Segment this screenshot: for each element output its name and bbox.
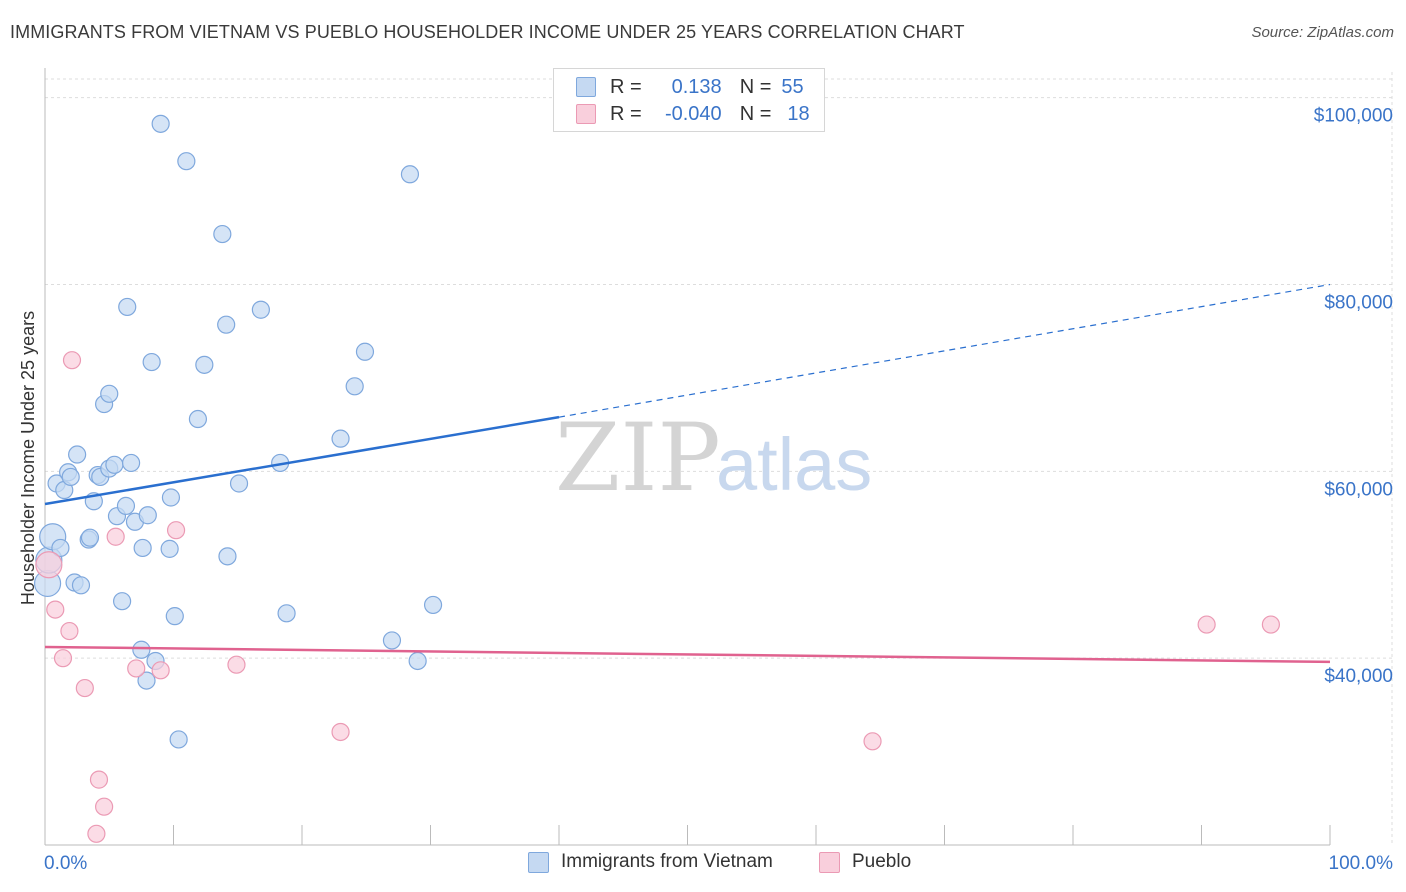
vietnam-point	[382, 631, 402, 650]
vietnam-point	[355, 342, 375, 361]
vietnam-trend-line	[44, 415, 560, 506]
vietnam-point	[160, 539, 179, 558]
axes-layer: $40,000 $60,000 $80,000 $100,000 0.0% 100.0%	[44, 68, 1393, 874]
points-layer	[33, 114, 1280, 843]
pueblo-point	[863, 732, 882, 751]
pueblo-point	[331, 722, 350, 742]
series-swatch-pueblo	[819, 851, 840, 873]
legend-r-label-vietnam: R =	[610, 75, 642, 98]
pueblo-point	[151, 661, 170, 680]
x-tick-label: 0.0%	[44, 853, 87, 874]
vietnam-point	[138, 506, 157, 525]
legend-swatch-vietnam	[576, 77, 596, 97]
series-label-vietnam: Immigrants from Vietnam	[561, 851, 773, 872]
pueblo-point	[60, 621, 79, 641]
vietnam-point	[408, 651, 427, 671]
vietnam-point	[105, 455, 124, 474]
vietnam-point	[169, 730, 188, 749]
y-tick-label: $100,000	[1314, 106, 1393, 127]
vietnam-point	[68, 445, 87, 464]
legend-row-vietnam: R = 0.138 N = 55	[576, 74, 804, 100]
pueblo-point	[62, 351, 82, 370]
vietnam-point	[161, 488, 181, 507]
legend-row-pueblo: R = -0.040 N = 18	[576, 101, 810, 127]
x-tick-label: 100.0%	[1329, 853, 1394, 874]
vietnam-point	[112, 592, 132, 611]
series-legend-pueblo: Pueblo	[819, 851, 911, 873]
vietnam-point	[217, 315, 236, 334]
pueblo-trend-line	[44, 645, 1331, 664]
legend-n-value-pueblo: 18	[787, 102, 810, 125]
vietnam-point	[80, 528, 100, 547]
legend-swatch-pueblo	[576, 104, 596, 124]
pueblo-point	[227, 655, 246, 674]
pueblo-point	[127, 659, 146, 678]
watermark-atlas: atlas	[716, 423, 872, 506]
vietnam-point	[51, 538, 70, 558]
series-legend-vietnam: Immigrants from Vietnam	[528, 851, 773, 873]
pueblo-point	[166, 521, 186, 540]
vietnam-point	[116, 496, 136, 516]
vietnam-point	[142, 352, 161, 372]
pueblo-point	[95, 797, 114, 816]
vietnam-point	[229, 474, 249, 493]
vietnam-point	[177, 152, 196, 171]
vietnam-point	[423, 595, 443, 615]
y-tick-label: $80,000	[1324, 293, 1393, 314]
vietnam-point	[345, 377, 364, 396]
vietnam-point	[71, 576, 91, 595]
legend-r-value-vietnam: 0.138	[671, 75, 722, 98]
vietnam-trend-extension	[558, 283, 1331, 418]
watermark: ZIP atlas	[555, 404, 872, 513]
legend-r-value-pueblo: -0.040	[664, 102, 722, 125]
vietnam-point	[331, 429, 350, 448]
chart-title: IMMIGRANTS FROM VIETNAM VS PUEBLO HOUSEH…	[10, 22, 965, 42]
pueblo-point	[46, 600, 65, 619]
pueblo-point	[106, 527, 125, 546]
pueblo-point	[1197, 615, 1216, 634]
trend-layer	[44, 283, 1331, 664]
y-tick-label: $40,000	[1324, 666, 1393, 687]
pueblo-point	[35, 551, 63, 579]
legend-r-label-pueblo: R =	[610, 102, 642, 125]
legend-n-value-vietnam: 55	[781, 75, 804, 98]
vietnam-point	[118, 297, 137, 317]
vietnam-point	[165, 607, 184, 626]
correlation-legend: R = 0.138 N = 55 R = -0.040 N = 18	[553, 68, 825, 132]
vietnam-point	[61, 467, 80, 487]
vietnam-point	[188, 409, 208, 429]
vietnam-point	[121, 453, 141, 473]
y-tick-label: $60,000	[1324, 479, 1393, 500]
vietnam-point	[137, 671, 156, 690]
pueblo-point	[89, 770, 109, 789]
vietnam-point	[213, 224, 232, 244]
y-axis-label: Householder Income Under 25 years	[18, 311, 38, 605]
pueblo-point	[1261, 615, 1280, 634]
grid-layer	[45, 72, 1393, 845]
vietnam-point	[133, 538, 152, 558]
vietnam-point	[400, 165, 420, 184]
vietnam-point	[195, 355, 214, 374]
series-label-pueblo: Pueblo	[852, 851, 912, 872]
legend-n-label-vietnam: N =	[739, 75, 772, 98]
pueblo-point	[53, 649, 73, 668]
vietnam-point	[251, 300, 270, 319]
vietnam-point	[132, 640, 151, 659]
legend-n-label-pueblo: N =	[739, 102, 772, 125]
vietnam-point	[277, 604, 296, 623]
vietnam-point	[100, 384, 119, 403]
vietnam-point	[218, 547, 237, 566]
vietnam-point	[151, 114, 170, 133]
watermark-zip: ZIP	[555, 404, 721, 513]
pueblo-point	[87, 824, 106, 843]
source-label: Source: ZipAtlas.com	[1251, 24, 1394, 41]
pueblo-point	[75, 678, 94, 698]
series-swatch-vietnam	[528, 851, 549, 873]
